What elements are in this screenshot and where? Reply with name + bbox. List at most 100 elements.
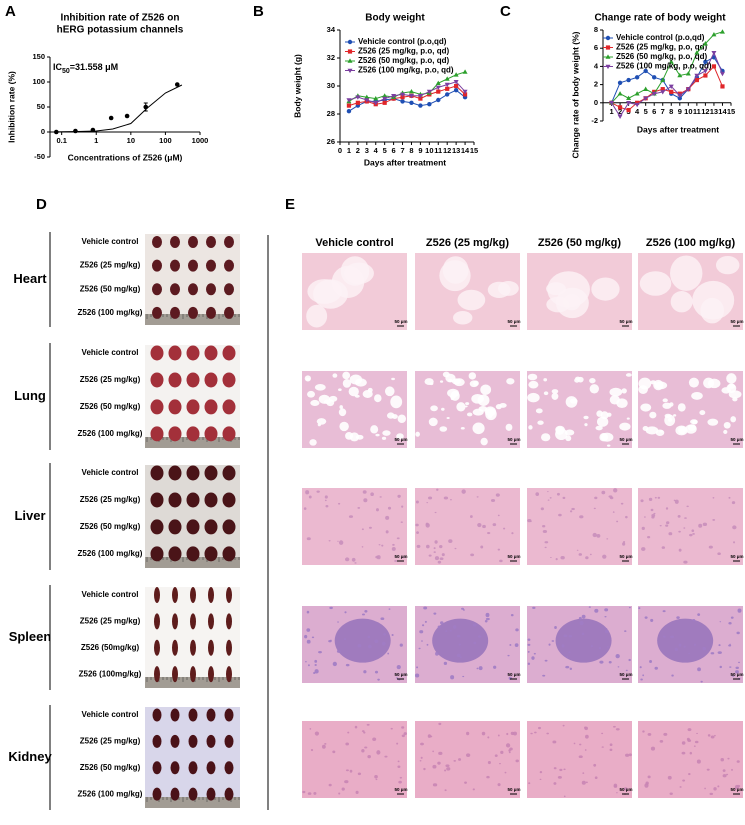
tissue-texture xyxy=(306,628,311,632)
organ-sample xyxy=(186,465,200,481)
tissue-texture xyxy=(692,618,696,622)
tissue-texture xyxy=(620,502,624,505)
marker xyxy=(346,109,352,114)
legend-label: Z526 (100 mg/kg, p.o, qd) xyxy=(616,62,712,71)
tissue-texture xyxy=(560,555,565,560)
tissue-texture xyxy=(606,538,609,540)
tissue-texture xyxy=(385,530,389,534)
tissue-texture xyxy=(527,373,538,381)
tissue-texture xyxy=(388,608,391,610)
tissue-feature xyxy=(334,618,391,663)
tissue-texture xyxy=(628,658,631,662)
tissue-texture xyxy=(472,788,475,791)
tissue-texture xyxy=(363,498,368,503)
tissue-texture xyxy=(606,646,609,648)
tissue-texture xyxy=(692,532,695,535)
tissue-texture xyxy=(476,667,479,670)
tissue-texture xyxy=(527,651,530,653)
organ-sample xyxy=(168,345,182,361)
legend-marker xyxy=(605,64,611,70)
tissue-texture xyxy=(354,378,367,387)
tissue-texture xyxy=(507,654,510,657)
organ-sample xyxy=(170,761,180,775)
tissue-texture xyxy=(544,659,548,662)
tissue-texture xyxy=(640,678,643,681)
tissue-texture xyxy=(640,499,644,503)
tissue-texture xyxy=(625,669,628,672)
marker xyxy=(427,102,432,107)
marker xyxy=(445,92,450,97)
x-tick-label: 5 xyxy=(383,146,387,155)
marker xyxy=(660,77,666,82)
marker xyxy=(453,72,459,77)
tissue-texture xyxy=(420,640,423,642)
tissue-texture xyxy=(543,391,549,396)
tissue-texture xyxy=(401,734,405,738)
marker xyxy=(703,59,708,65)
organ-sample xyxy=(170,708,180,722)
tissue-feature xyxy=(657,618,714,663)
tissue-texture xyxy=(337,621,339,623)
tissue-texture xyxy=(420,742,424,746)
tissue-texture xyxy=(678,548,682,552)
x-axis-label: Days after treatment xyxy=(364,157,446,167)
y-tick-label: 34 xyxy=(327,25,336,34)
tissue-texture xyxy=(735,666,739,670)
data-point xyxy=(124,113,130,119)
organ-sample xyxy=(206,259,216,272)
tissue-texture xyxy=(403,732,407,736)
tissue-texture xyxy=(423,606,428,610)
organ-sample xyxy=(168,399,182,415)
tissue-texture xyxy=(399,643,403,647)
marker xyxy=(400,92,406,97)
tissue-texture xyxy=(461,607,465,610)
tissue-texture xyxy=(719,665,722,669)
tissue-texture xyxy=(499,559,503,563)
tissue-texture xyxy=(588,606,591,608)
group-label: Z526 (25 mg/kg) xyxy=(80,616,141,625)
tissue-texture xyxy=(415,673,420,678)
marker xyxy=(677,96,682,101)
tissue-texture xyxy=(613,488,618,493)
tissue-texture xyxy=(735,670,739,674)
marker xyxy=(373,96,379,101)
marker xyxy=(400,99,405,104)
tissue-texture xyxy=(546,732,550,735)
tissue-texture xyxy=(714,734,716,737)
tissue-texture xyxy=(478,406,488,412)
tissue-texture xyxy=(424,620,427,623)
tissue-texture xyxy=(692,419,698,425)
tissue-texture xyxy=(710,735,715,739)
tissue-texture xyxy=(731,768,733,771)
tissue-texture xyxy=(306,639,311,644)
marker xyxy=(711,50,717,56)
tissue-texture xyxy=(642,426,649,431)
tissue-texture xyxy=(515,628,519,632)
marker xyxy=(462,92,468,97)
tissue-texture xyxy=(445,764,450,768)
marker xyxy=(418,96,423,101)
scale-bar-label: 50 μm xyxy=(619,319,632,324)
tissue-texture xyxy=(387,652,390,655)
tissue-texture xyxy=(421,624,425,627)
organ-sample xyxy=(168,372,182,388)
marker xyxy=(454,83,459,89)
organ-sample xyxy=(188,734,198,748)
scale-bar-label: 50 μm xyxy=(730,437,743,442)
organ-sample xyxy=(170,259,180,272)
tissue-texture xyxy=(593,507,596,510)
tissue-texture xyxy=(339,405,343,409)
tissue-texture xyxy=(485,408,497,421)
tissue-texture xyxy=(504,771,507,774)
organ-name: Heart xyxy=(13,271,47,286)
tissue-texture xyxy=(539,778,542,781)
tissue-texture xyxy=(416,531,419,535)
tissue-texture xyxy=(306,537,311,541)
x-tick-label: 9 xyxy=(418,146,422,155)
tissue-texture xyxy=(438,751,443,755)
tissue-texture xyxy=(542,530,548,534)
tissue-texture xyxy=(364,609,368,613)
y-tick-label: 0 xyxy=(594,98,598,107)
tissue-texture xyxy=(442,256,469,284)
tissue-texture xyxy=(332,661,337,667)
